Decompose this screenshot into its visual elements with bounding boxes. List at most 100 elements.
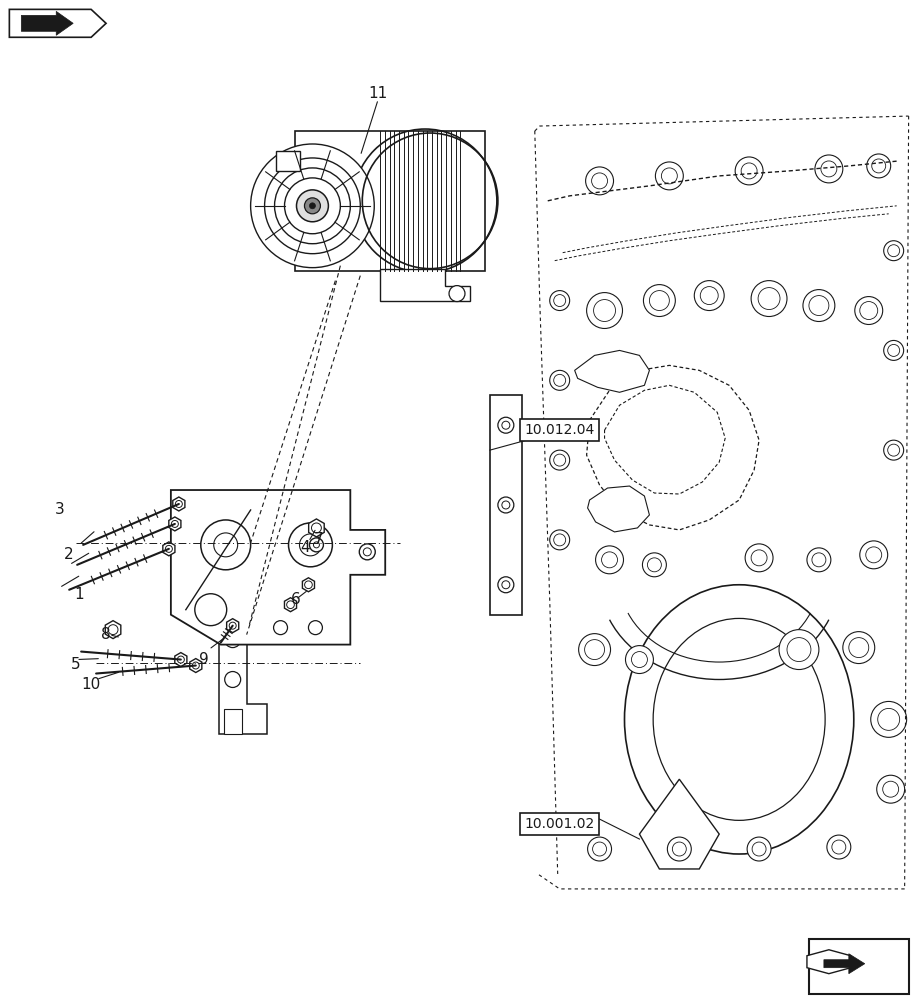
Circle shape bbox=[787, 638, 811, 662]
Circle shape bbox=[602, 552, 617, 568]
Circle shape bbox=[498, 577, 514, 593]
Text: 3: 3 bbox=[54, 502, 64, 517]
Polygon shape bbox=[586, 365, 759, 530]
Circle shape bbox=[213, 533, 237, 557]
Circle shape bbox=[649, 291, 670, 311]
Circle shape bbox=[297, 190, 329, 222]
Text: 7: 7 bbox=[313, 532, 323, 547]
Circle shape bbox=[871, 701, 907, 737]
Circle shape bbox=[498, 497, 514, 513]
Circle shape bbox=[803, 290, 834, 321]
Circle shape bbox=[809, 296, 829, 316]
Bar bbox=[809, 939, 909, 994]
Circle shape bbox=[498, 417, 514, 433]
Circle shape bbox=[872, 159, 886, 173]
Circle shape bbox=[359, 544, 376, 560]
Circle shape bbox=[700, 287, 718, 305]
Circle shape bbox=[300, 534, 322, 556]
Circle shape bbox=[694, 281, 725, 311]
Circle shape bbox=[656, 162, 683, 190]
Circle shape bbox=[751, 550, 767, 566]
Circle shape bbox=[550, 450, 570, 470]
Circle shape bbox=[449, 286, 465, 302]
Circle shape bbox=[304, 198, 321, 214]
Text: 5: 5 bbox=[71, 657, 81, 672]
Text: 6: 6 bbox=[290, 592, 300, 607]
Polygon shape bbox=[21, 11, 73, 35]
Polygon shape bbox=[105, 621, 121, 639]
Circle shape bbox=[741, 163, 758, 179]
Text: 2: 2 bbox=[64, 547, 74, 562]
Polygon shape bbox=[823, 954, 865, 974]
Polygon shape bbox=[171, 490, 386, 645]
Circle shape bbox=[751, 281, 787, 317]
Text: 10: 10 bbox=[82, 677, 101, 692]
Circle shape bbox=[594, 300, 616, 321]
Circle shape bbox=[224, 632, 241, 648]
Circle shape bbox=[779, 630, 819, 670]
Circle shape bbox=[364, 548, 371, 556]
Circle shape bbox=[553, 295, 566, 307]
Circle shape bbox=[584, 640, 605, 660]
Circle shape bbox=[274, 621, 288, 635]
Polygon shape bbox=[173, 497, 185, 511]
Polygon shape bbox=[380, 269, 470, 301]
Circle shape bbox=[812, 553, 826, 567]
Circle shape bbox=[502, 581, 510, 589]
Polygon shape bbox=[169, 517, 180, 531]
Circle shape bbox=[586, 293, 623, 328]
Circle shape bbox=[668, 837, 692, 861]
Circle shape bbox=[550, 291, 570, 311]
Circle shape bbox=[747, 837, 771, 861]
Circle shape bbox=[860, 541, 888, 569]
Circle shape bbox=[827, 835, 851, 859]
Circle shape bbox=[745, 544, 773, 572]
Polygon shape bbox=[163, 542, 175, 556]
Circle shape bbox=[313, 542, 320, 548]
Polygon shape bbox=[9, 9, 106, 37]
Circle shape bbox=[631, 652, 648, 668]
Circle shape bbox=[884, 340, 904, 360]
Polygon shape bbox=[639, 779, 719, 869]
Polygon shape bbox=[226, 619, 239, 633]
Circle shape bbox=[310, 203, 315, 209]
Circle shape bbox=[888, 444, 900, 456]
Circle shape bbox=[643, 285, 675, 317]
Circle shape bbox=[661, 168, 677, 184]
Circle shape bbox=[585, 167, 614, 195]
Circle shape bbox=[553, 454, 566, 466]
Circle shape bbox=[821, 161, 837, 177]
Circle shape bbox=[884, 440, 904, 460]
Circle shape bbox=[884, 241, 904, 261]
Bar bbox=[296, 131, 485, 271]
Circle shape bbox=[642, 553, 666, 577]
Circle shape bbox=[860, 302, 878, 320]
Text: 1: 1 bbox=[74, 587, 84, 602]
Circle shape bbox=[815, 155, 843, 183]
Text: 9: 9 bbox=[199, 652, 209, 667]
Text: 4: 4 bbox=[300, 540, 311, 555]
Circle shape bbox=[595, 546, 624, 574]
Circle shape bbox=[866, 547, 882, 563]
Circle shape bbox=[855, 297, 883, 324]
Polygon shape bbox=[219, 620, 267, 734]
Polygon shape bbox=[276, 151, 300, 171]
Text: 10.001.02: 10.001.02 bbox=[525, 817, 594, 831]
Circle shape bbox=[883, 781, 899, 797]
Circle shape bbox=[849, 638, 868, 658]
Circle shape bbox=[593, 842, 606, 856]
Circle shape bbox=[832, 840, 845, 854]
Circle shape bbox=[888, 245, 900, 257]
Polygon shape bbox=[309, 519, 324, 537]
Circle shape bbox=[553, 374, 566, 386]
Circle shape bbox=[736, 157, 763, 185]
Circle shape bbox=[587, 837, 612, 861]
Text: 11: 11 bbox=[368, 86, 387, 101]
Polygon shape bbox=[574, 350, 649, 392]
Polygon shape bbox=[285, 598, 297, 612]
Circle shape bbox=[807, 548, 831, 572]
Circle shape bbox=[502, 421, 510, 429]
Circle shape bbox=[553, 534, 566, 546]
Polygon shape bbox=[605, 385, 725, 494]
Polygon shape bbox=[587, 486, 649, 532]
